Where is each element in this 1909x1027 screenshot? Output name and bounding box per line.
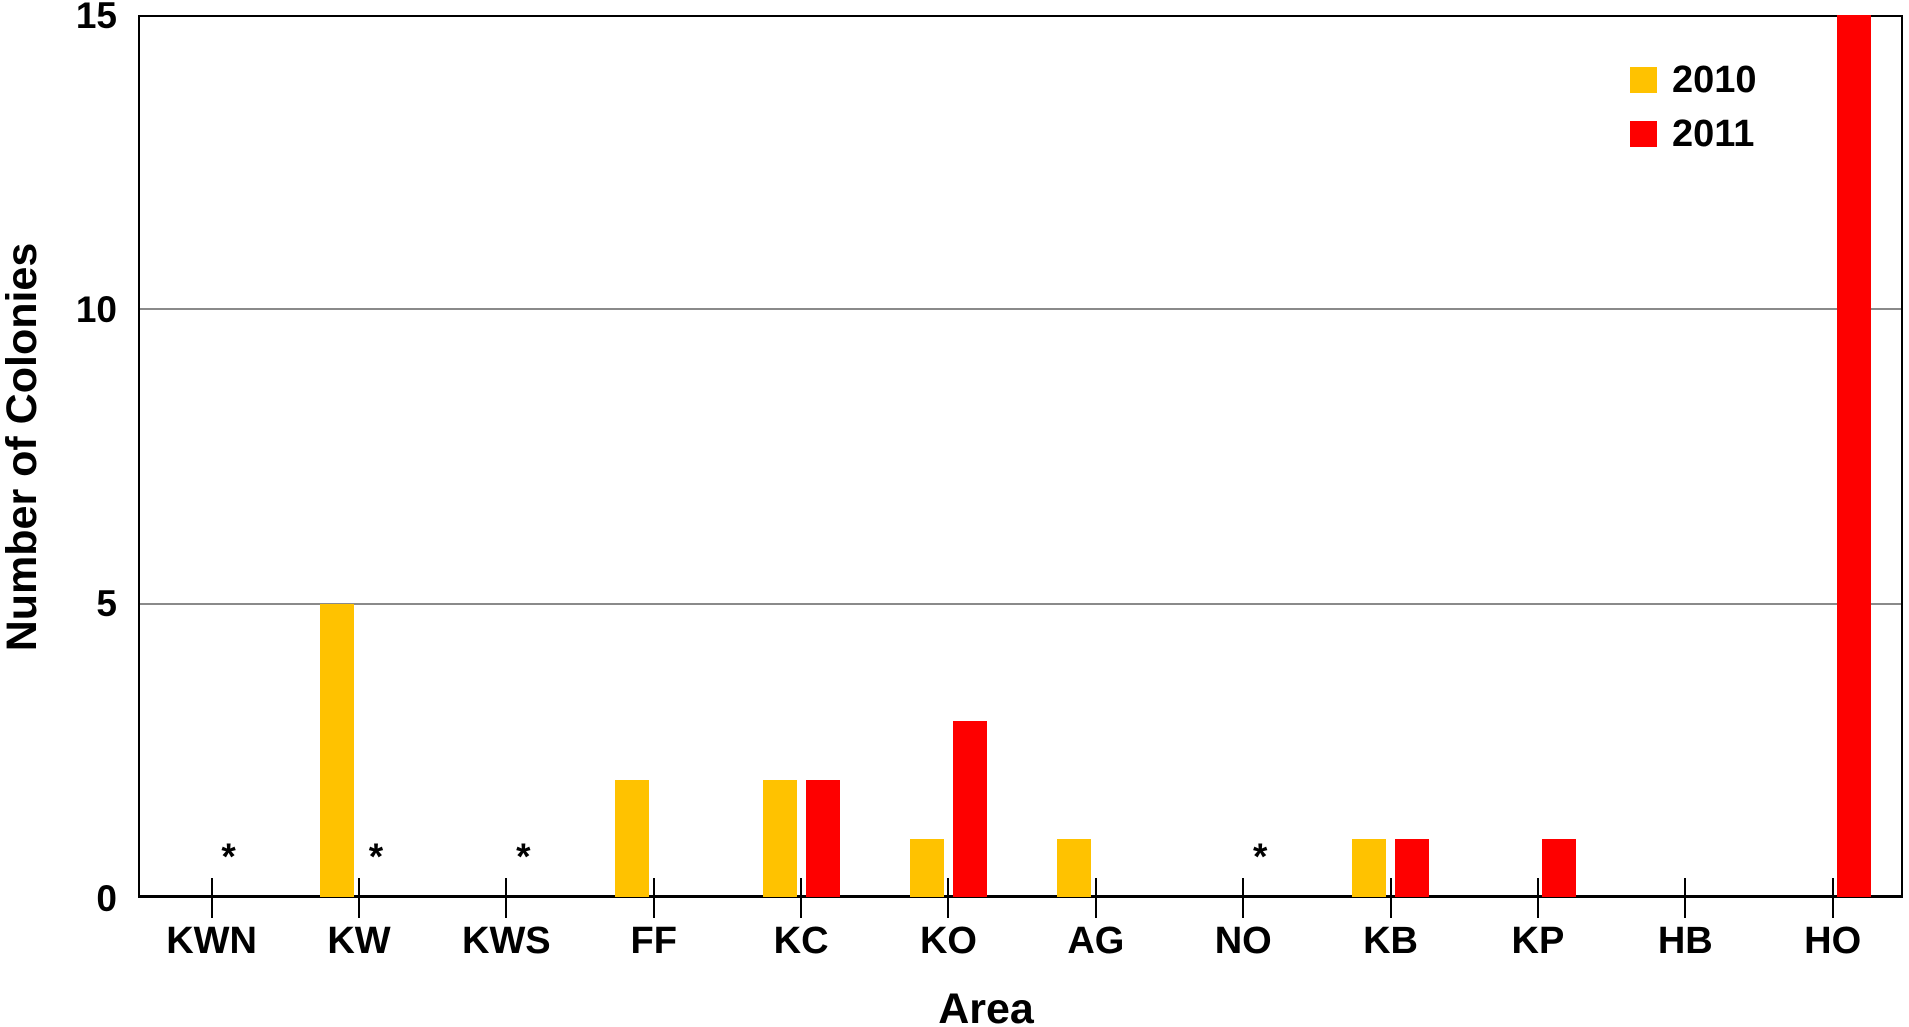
legend-item-2010: 2010 bbox=[1630, 61, 1757, 99]
y-tick-label-15: 15 bbox=[75, 0, 117, 36]
missing-data-marker-2011-KWS: * bbox=[516, 836, 531, 877]
x-category-label-AG: AG bbox=[1067, 920, 1125, 962]
x-category-label-KP: KP bbox=[1511, 920, 1565, 962]
bar-2010-FF bbox=[615, 780, 650, 897]
x-tick-FF bbox=[652, 878, 655, 918]
x-category-label-KO: KO bbox=[919, 920, 977, 962]
x-category-label-KC: KC bbox=[773, 920, 829, 962]
x-tick-KW bbox=[357, 878, 360, 918]
missing-data-marker-2011-NO: * bbox=[1252, 836, 1268, 877]
legend-label-2011: 2011 bbox=[1672, 113, 1755, 155]
x-category-label-KWN: KWN bbox=[166, 920, 257, 962]
x-category-label-HB: HB bbox=[1657, 920, 1713, 962]
bar-2011-KP bbox=[1542, 839, 1577, 897]
x-tick-KO bbox=[947, 878, 950, 918]
bar-2011-KO bbox=[952, 721, 987, 897]
missing-data-marker-2011-KWN: * bbox=[221, 836, 236, 877]
bar-2010-KO bbox=[909, 839, 944, 897]
legend-item-2011: 2011 bbox=[1630, 115, 1757, 153]
x-tick-HO bbox=[1831, 878, 1834, 918]
legend-label-2010: 2010 bbox=[1672, 59, 1757, 101]
bar-2010-KB bbox=[1352, 839, 1387, 897]
bar-2010-KW bbox=[320, 603, 355, 897]
x-tick-KC bbox=[800, 878, 803, 918]
bar-2010-KC bbox=[762, 780, 797, 897]
y-tick-label-10: 10 bbox=[75, 288, 117, 330]
legend: 2010 2011 bbox=[1630, 61, 1757, 174]
gridline-y5 bbox=[140, 602, 1901, 605]
x-axis-title: Area bbox=[938, 985, 1034, 1027]
missing-data-marker-2011-KW: * bbox=[368, 836, 384, 877]
y-tick-label-5: 5 bbox=[96, 583, 117, 625]
gridline-y10 bbox=[140, 308, 1901, 311]
x-category-label-HO: HO bbox=[1804, 920, 1862, 962]
x-tick-KB bbox=[1389, 878, 1392, 918]
legend-swatch-2011 bbox=[1630, 121, 1657, 147]
bar-2011-KB bbox=[1395, 839, 1430, 897]
x-tick-HB bbox=[1684, 878, 1687, 918]
y-tick-label-0: 0 bbox=[96, 877, 117, 919]
x-category-label-KWS: KWS bbox=[462, 920, 551, 962]
bar-2011-HO bbox=[1837, 15, 1872, 897]
x-category-label-FF: FF bbox=[630, 920, 677, 962]
x-category-label-NO: NO bbox=[1214, 920, 1272, 962]
x-tick-KWS bbox=[505, 878, 508, 918]
x-tick-KWN bbox=[210, 878, 213, 918]
bar-2010-AG bbox=[1057, 839, 1092, 897]
plot-area-frame bbox=[138, 15, 1903, 898]
x-tick-NO bbox=[1242, 878, 1245, 918]
x-category-label-KW: KW bbox=[327, 920, 391, 962]
x-category-label-KB: KB bbox=[1363, 920, 1418, 962]
x-tick-KP bbox=[1536, 878, 1539, 918]
bar-2011-KC bbox=[805, 780, 840, 897]
legend-swatch-2010 bbox=[1630, 67, 1657, 93]
x-tick-AG bbox=[1094, 878, 1097, 918]
